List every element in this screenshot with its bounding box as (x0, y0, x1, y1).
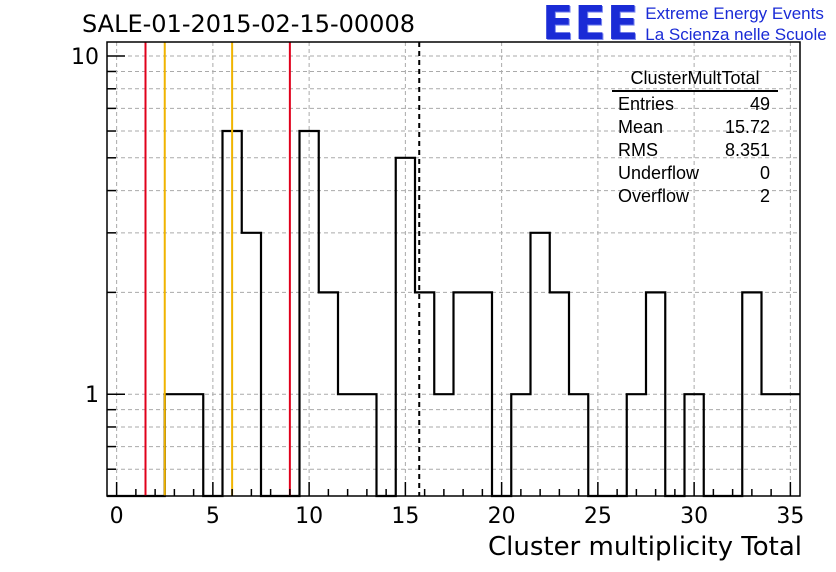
x-tick-label: 15 (391, 504, 419, 529)
chart-title: SALE-01-2015-02-15-00008 (82, 10, 415, 38)
logo-text: Extreme Energy Events La Scienza nelle S… (645, 3, 826, 45)
stats-box: ClusterMultTotal Entries 49 Mean 15.72 RMS… (612, 68, 778, 209)
plot-frame (106, 41, 801, 497)
histogram-bin (627, 394, 646, 496)
histogram-bin (319, 292, 338, 496)
logo-mark: EEE (542, 0, 640, 50)
x-tick-label: 5 (206, 504, 220, 529)
stats-row-underflow: Underflow 0 (612, 163, 778, 186)
histogram-bin (762, 394, 781, 496)
stats-label: Mean (618, 117, 664, 137)
histogram-bin (396, 158, 415, 496)
stats-label: Underflow (618, 163, 700, 183)
histogram-bin (550, 292, 569, 496)
x-tick-label: 35 (776, 504, 804, 529)
stats-row-entries: Entries 49 (612, 94, 778, 117)
stats-label: RMS (618, 140, 658, 160)
histogram-bin (531, 233, 550, 496)
x-tick-label: 0 (110, 504, 124, 529)
x-tick-label: 25 (584, 504, 612, 529)
histogram-bin (165, 394, 184, 496)
stats-label: Entries (618, 94, 675, 114)
stats-title: ClusterMultTotal (612, 68, 778, 92)
stats-row-overflow: Overflow 2 (612, 186, 778, 209)
stats-row-mean: Mean 15.72 (612, 117, 778, 140)
histogram-bin (454, 292, 473, 496)
stats-value: 8.351 (724, 140, 770, 160)
eee-logo: EEE Extreme Energy Events La Scienza nel… (542, 0, 827, 50)
y-tick-label: 10 (71, 45, 99, 70)
logo-line-2: La Scienza nelle Scuole (645, 25, 827, 44)
logo-line-1: Extreme Energy Events (645, 4, 824, 23)
x-axis-label: Cluster multiplicity Total (487, 532, 802, 562)
stats-value: 15.72 (724, 117, 770, 137)
histogram-bin (242, 233, 261, 496)
x-tick-label: 30 (680, 504, 708, 529)
stats-value: 49 (749, 94, 770, 114)
x-tick-label: 10 (295, 504, 323, 529)
stats-value: 0 (759, 163, 770, 183)
stats-label: Overflow (618, 186, 690, 206)
stats-row-rms: RMS 8.351 (612, 140, 778, 163)
x-tick-label: 20 (488, 504, 516, 529)
histogram-bin (473, 292, 492, 496)
y-tick-label: 1 (85, 383, 99, 408)
stats-value: 2 (759, 186, 770, 206)
